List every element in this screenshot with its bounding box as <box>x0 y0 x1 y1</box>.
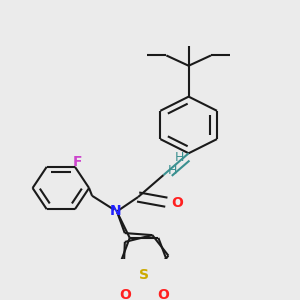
Text: O: O <box>171 196 183 211</box>
Text: H: H <box>168 164 177 177</box>
Text: F: F <box>73 155 83 169</box>
Text: H: H <box>174 151 184 164</box>
Text: S: S <box>139 268 149 282</box>
Text: O: O <box>119 288 131 300</box>
Text: N: N <box>110 204 122 218</box>
Text: O: O <box>158 288 169 300</box>
